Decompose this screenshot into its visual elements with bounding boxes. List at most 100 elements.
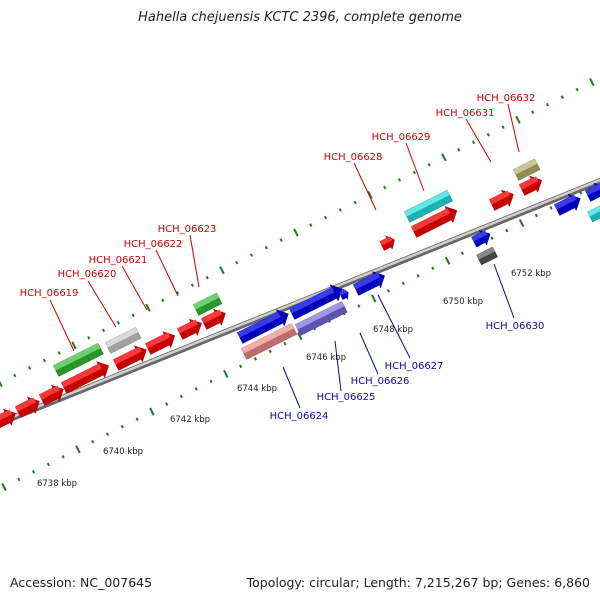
reverse-minor-tick: [165, 402, 169, 406]
map-title: Hahella chejuensis KCTC 2396, complete g…: [138, 10, 462, 25]
reverse-gene-arrow-highlight: [554, 194, 577, 210]
reverse-minor-tick: [17, 477, 21, 482]
reverse-major-tick: [1, 482, 7, 492]
genes-layer: [0, 158, 600, 429]
gene-label-hch-06619: HCH_06619: [20, 288, 79, 299]
forward-major-tick: [0, 380, 3, 388]
forward-minor-tick: [102, 328, 106, 333]
reverse-minor-tick: [239, 364, 243, 369]
gene-hch-06630-box: [476, 246, 498, 266]
kbp-label: 6744 kbp: [237, 384, 277, 394]
forward-minor-tick: [42, 358, 46, 363]
gene-hch-06631-arrow-highlight: [489, 190, 510, 205]
gene-leader-line: [334, 340, 342, 392]
gene-hch-06627-arrow: [352, 271, 385, 296]
forward-minor-tick: [471, 140, 476, 145]
gene-leader-line: [189, 234, 200, 288]
reverse-minor-tick: [401, 281, 405, 286]
forward-minor-tick: [205, 275, 209, 280]
gene-hch-06619-box-highlight: [53, 343, 101, 371]
reverse-minor-tick: [534, 213, 538, 218]
reverse-major-tick: [223, 369, 229, 378]
reverse-major-tick: [518, 218, 525, 228]
forward-minor-tick: [309, 223, 313, 227]
reverse-gene-arrow: [471, 229, 491, 248]
gene-leader-line: [155, 249, 179, 297]
forward-minor-tick: [176, 290, 180, 295]
reverse-minor-tick: [46, 462, 50, 467]
forward-minor-tick: [279, 238, 283, 242]
forward-gene-arrow: [14, 396, 40, 418]
forward-gene-arrow: [410, 206, 458, 238]
gene-hch-06630-box-highlight: [476, 247, 495, 260]
reverse-gene-arrow-highlight: [585, 183, 600, 196]
gene-hch-06627-arrow-highlight: [353, 272, 381, 290]
gene-hch-06621-box: [104, 327, 142, 354]
gene-hch-06625-box-highlight: [295, 301, 345, 330]
reverse-minor-tick: [209, 379, 213, 384]
forward-gene-arrow-highlight: [0, 409, 12, 421]
reverse-minor-tick: [549, 206, 553, 210]
reverse-gene-arrow-highlight: [289, 287, 335, 314]
reverse-minor-tick: [386, 289, 391, 293]
reverse-gene-arrow-highlight: [471, 230, 488, 242]
forward-minor-tick: [116, 321, 120, 325]
gene-label-hch-06621: HCH_06621: [89, 255, 148, 266]
reverse-minor-tick: [32, 470, 36, 474]
backbone-layer: [0, 177, 600, 427]
gene-leader-line: [87, 280, 117, 328]
forward-gene-arrow: [144, 331, 176, 355]
forward-major-tick: [145, 303, 151, 312]
forward-minor-tick: [383, 185, 387, 190]
forward-gene-arrow-highlight: [201, 309, 222, 324]
forward-minor-tick: [531, 110, 535, 114]
reverse-major-tick: [75, 445, 81, 454]
reverse-major-tick: [371, 294, 377, 303]
reverse-minor-tick: [105, 432, 110, 436]
forward-gene-arrow-highlight: [411, 208, 451, 232]
forward-gene-arrow: [38, 384, 64, 406]
kbp-label: 6738 kbp: [37, 479, 77, 489]
reverse-minor-tick: [91, 439, 95, 444]
gene-hch-06632-box: [512, 158, 541, 181]
reverse-major-tick: [444, 256, 451, 265]
forward-gene-arrow-highlight: [519, 176, 539, 190]
kbp-label: 6740 kbp: [103, 447, 143, 457]
reverse-minor-tick: [194, 387, 198, 391]
gene-leader-line: [493, 263, 515, 319]
forward-minor-tick: [323, 215, 328, 220]
gene-label-hch-06630: HCH_06630: [486, 321, 545, 332]
reverse-minor-tick: [268, 349, 272, 354]
reverse-minor-tick: [179, 394, 184, 399]
forward-minor-tick: [235, 260, 239, 265]
forward-gene-arrow: [0, 408, 16, 429]
forward-major-tick: [293, 228, 299, 237]
forward-minor-tick: [427, 163, 431, 167]
reverse-minor-tick: [460, 251, 464, 255]
forward-minor-tick: [397, 178, 402, 182]
gene-label-hch-06629: HCH_06629: [372, 132, 431, 143]
reverse-minor-tick: [357, 304, 361, 308]
forward-major-tick: [71, 341, 77, 350]
forward-gene-arrow: [112, 345, 147, 371]
gene-hch-06624-box-highlight: [241, 323, 294, 354]
gene-label-hch-06624: HCH_06624: [270, 411, 329, 422]
forward-minor-tick: [87, 336, 91, 340]
reverse-gene-arrow: [553, 193, 581, 216]
forward-minor-tick: [412, 170, 416, 175]
forward-minor-tick: [338, 208, 342, 212]
kbp-label: 6746 kbp: [306, 353, 346, 363]
gene-label-hch-06627: HCH_06627: [385, 361, 444, 372]
gene-hch-06625-box: [294, 301, 348, 336]
forward-minor-tick: [486, 132, 490, 137]
forward-minor-tick: [190, 283, 194, 287]
gene-leader-line: [49, 299, 75, 352]
reverse-minor-tick: [120, 424, 124, 429]
forward-minor-tick: [249, 253, 254, 257]
forward-minor-tick: [161, 298, 165, 303]
reverse-gene-arrow: [288, 284, 343, 320]
gene-leader-line: [121, 265, 148, 311]
forward-gene-arrow-highlight: [39, 385, 60, 400]
reverse-gene-arrow-highlight: [339, 289, 347, 296]
